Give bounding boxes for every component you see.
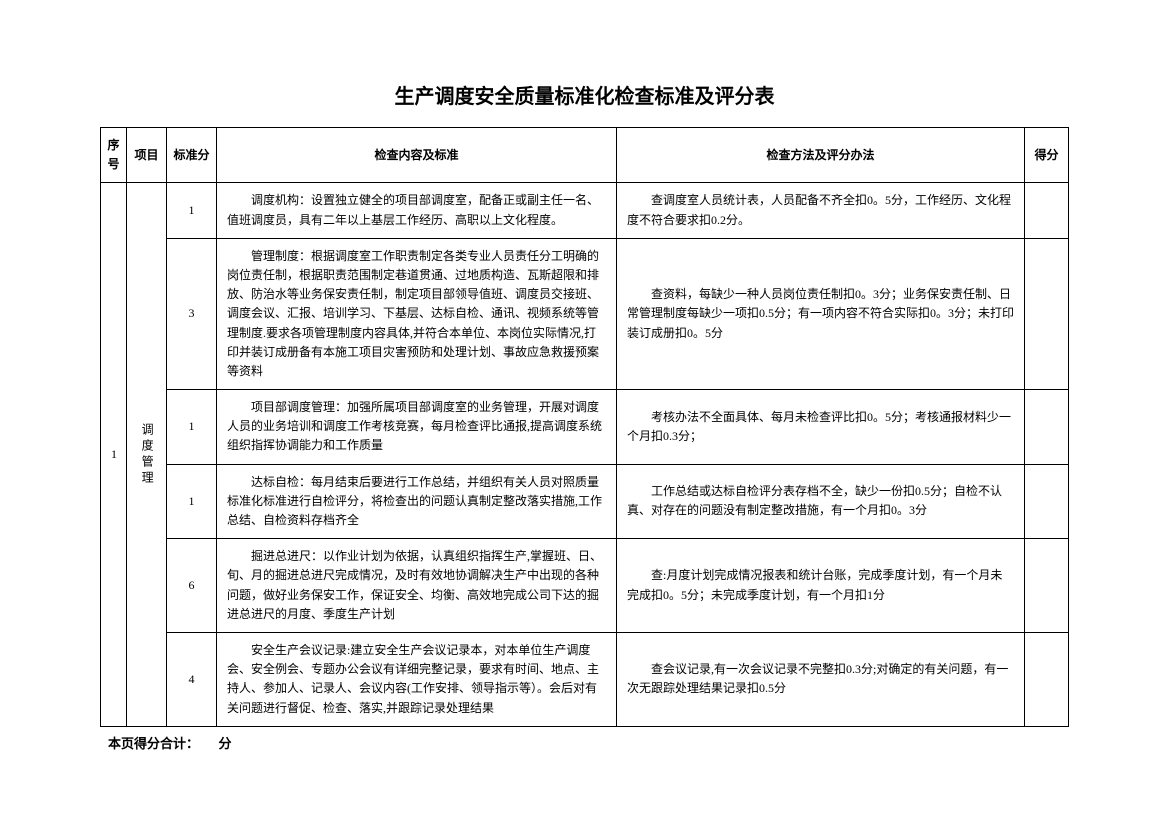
header-result: 得分 [1025,128,1069,183]
row-content: 达标自检：每月结束后要进行工作总结，并组织有关人员对照质量标准化标准进行自检评分… [217,464,617,539]
header-row: 序号 项目 标准分 检查内容及标准 检查方法及评分办法 得分 [101,128,1069,183]
row-score: 4 [167,632,217,726]
header-seq: 序号 [101,128,127,183]
row-result [1025,390,1069,465]
table-row: 1 项目部调度管理：加强所属项目部调度室的业务管理，开展对调度人员的业务培训和调… [101,390,1069,465]
row-result [1025,464,1069,539]
score-table: 序号 项目 标准分 检查内容及标准 检查方法及评分办法 得分 1 调度管理 1 … [100,127,1069,727]
row-method: 考核办法不全面具体、每月未检查评比扣0。5分；考核通报材料少一个月扣0.3分； [617,390,1025,465]
row-method: 工作总结或达标自检评分表存档不全，缺少一份扣0.5分；自检不认真、对存在的问题没… [617,464,1025,539]
row-method: 查资料，每缺少一种人员岗位责任制扣0。3分；业务保安责任制、日常管理制度每缺少一… [617,238,1025,389]
header-project: 项目 [127,128,167,183]
group-project: 调度管理 [127,183,167,726]
row-method: 查调度室人员统计表，人员配备不齐全扣0。5分，工作经历、文化程度不符合要求扣0.… [617,183,1025,238]
table-row: 6 掘进总进尺：以作业计划为依据，认真组织指挥生产,掌握班、日、旬、月的掘进总进… [101,539,1069,633]
row-content: 管理制度：根据调度室工作职责制定各类专业人员责任分工明确的岗位责任制，根据职责范… [217,238,617,389]
row-method: 查会议记录,有一次会议记录不完整扣0.3分;对确定的有关问题，有一次无跟踪处理结… [617,632,1025,726]
row-content: 调度机构：设置独立健全的项目部调度室，配备正或副主任一名、值班调度员，具有二年以… [217,183,617,238]
row-content: 项目部调度管理：加强所属项目部调度室的业务管理，开展对调度人员的业务培训和调度工… [217,390,617,465]
row-score: 3 [167,238,217,389]
row-score: 6 [167,539,217,633]
table-row: 4 安全生产会议记录:建立安全生产会议记录本，对本单位生产调度会、安全例会、专题… [101,632,1069,726]
group-seq: 1 [101,183,127,726]
row-result [1025,539,1069,633]
page-title: 生产调度安全质量标准化检查标准及评分表 [100,80,1069,109]
row-result [1025,183,1069,238]
table-row: 3 管理制度：根据调度室工作职责制定各类专业人员责任分工明确的岗位责任制，根据职… [101,238,1069,389]
row-content: 掘进总进尺：以作业计划为依据，认真组织指挥生产,掌握班、日、旬、月的掘进总进尺完… [217,539,617,633]
header-content: 检查内容及标准 [217,128,617,183]
row-result [1025,632,1069,726]
row-score: 1 [167,390,217,465]
header-method: 检查方法及评分办法 [617,128,1025,183]
row-result [1025,238,1069,389]
header-standard-score: 标准分 [167,128,217,183]
row-method: 查:月度计划完成情况报表和统计台账，完成季度计划，有一个月未完成扣0。5分；未完… [617,539,1025,633]
table-row: 1 调度管理 1 调度机构：设置独立健全的项目部调度室，配备正或副主任一名、值班… [101,183,1069,238]
page-footer: 本页得分合计： 分 [100,733,1069,752]
table-row: 1 达标自检：每月结束后要进行工作总结，并组织有关人员对照质量标准化标准进行自检… [101,464,1069,539]
row-score: 1 [167,183,217,238]
row-score: 1 [167,464,217,539]
row-content: 安全生产会议记录:建立安全生产会议记录本，对本单位生产调度会、安全例会、专题办公… [217,632,617,726]
